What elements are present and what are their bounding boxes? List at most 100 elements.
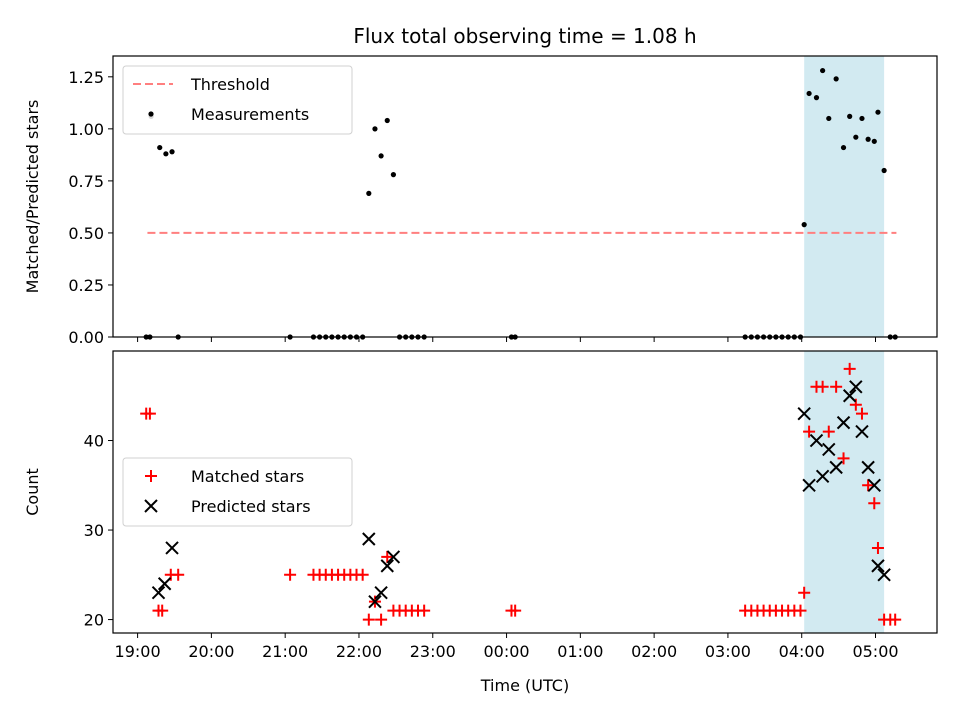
data-point	[803, 425, 816, 438]
data-point	[861, 460, 875, 475]
x-tick-label: 01:00	[557, 642, 603, 661]
data-point	[816, 380, 829, 393]
x-tick-label: 04:00	[779, 642, 825, 661]
data-point	[847, 113, 853, 119]
data-point	[862, 479, 875, 492]
data-point	[801, 222, 807, 228]
data-point	[865, 136, 871, 142]
data-point	[871, 138, 877, 144]
y-tick-label: 1.25	[68, 68, 104, 87]
data-point	[163, 151, 169, 157]
data-point	[868, 497, 881, 510]
data-point	[157, 577, 172, 591]
legend-label: Predicted stars	[191, 497, 311, 516]
legend-symbol	[144, 499, 158, 513]
data-point	[284, 568, 297, 581]
data-point	[842, 389, 857, 403]
data-point	[372, 126, 378, 132]
data-point	[820, 67, 826, 74]
legend-label: Measurements	[191, 105, 309, 124]
data-point	[374, 586, 388, 600]
data-point	[849, 380, 863, 394]
x-tick-label: 19:00	[115, 642, 161, 661]
data-point	[871, 541, 884, 554]
legend: Matched stars Predicted stars	[122, 457, 353, 527]
data-point	[871, 559, 885, 573]
data-point	[867, 478, 881, 492]
data-point	[843, 362, 856, 375]
data-point	[151, 586, 166, 600]
data-point	[172, 568, 185, 581]
chart-title: Flux total observing time = 1.08 h	[353, 24, 696, 48]
y-axis-label: Count	[23, 468, 42, 516]
x-tick-label: 05:00	[852, 642, 898, 661]
data-point	[386, 550, 401, 564]
observing-span	[804, 56, 885, 337]
data-point	[822, 425, 835, 438]
data-point	[815, 469, 830, 484]
data-point	[794, 604, 807, 617]
data-point	[830, 380, 843, 393]
data-point	[813, 95, 820, 101]
data-point	[366, 190, 372, 196]
axes-frame	[112, 350, 938, 634]
data-point	[165, 541, 179, 555]
x-tick-label: 21:00	[262, 642, 308, 661]
legend-label: Threshold	[190, 75, 270, 94]
data-point	[362, 613, 375, 626]
data-point	[169, 149, 175, 155]
data-point	[380, 559, 394, 573]
data-point	[859, 115, 865, 122]
data-point	[384, 117, 390, 124]
y-axis-label: Matched/Predicted stars	[23, 100, 42, 294]
data-point	[809, 433, 824, 448]
y-tick-label: 0.50	[68, 224, 104, 243]
data-point	[877, 568, 891, 582]
data-point	[829, 460, 843, 475]
data-point	[806, 90, 812, 97]
data-point	[797, 406, 811, 421]
y-tick-label: 0.00	[68, 328, 104, 347]
data-point	[855, 424, 869, 439]
top-panel: 0.00 0.25 0.50 0.75 1.00 1.25 Matched/Predicte…	[23, 55, 938, 347]
y-tick-label: 20	[84, 611, 104, 630]
x-tick-label: 20:00	[188, 642, 234, 661]
data-point	[156, 604, 169, 617]
y-tick-label: 1.00	[68, 120, 104, 139]
y-tick-label: 0.25	[68, 276, 104, 295]
data-point	[378, 153, 384, 159]
x-tick-label: 23:00	[410, 642, 456, 661]
data-point	[853, 134, 859, 140]
x-tick-label: 03:00	[705, 642, 751, 661]
data-point	[889, 613, 902, 626]
axes-frame	[112, 55, 938, 338]
data-point	[833, 76, 839, 82]
data-point	[143, 407, 156, 420]
data-point	[837, 452, 850, 465]
x-tick-label: 22:00	[336, 642, 382, 661]
data-point	[509, 604, 522, 617]
x-axis-label: Time (UTC)	[480, 676, 569, 695]
legend-label: Matched stars	[191, 467, 304, 486]
x-tick-label: 02:00	[631, 642, 677, 661]
data-point	[855, 407, 868, 420]
data-point	[822, 442, 836, 457]
data-point	[157, 144, 163, 151]
bottom-panel: 20 30 40 19:00 20:00 21:00 22:00 23:00 00:00 01:0…	[23, 350, 938, 661]
data-point	[875, 109, 881, 115]
data-point	[381, 550, 394, 563]
data-point	[390, 172, 397, 178]
data-point	[802, 478, 816, 492]
legend-symbol	[145, 470, 157, 482]
data-point	[356, 568, 369, 581]
y-tick-label: 0.75	[68, 172, 104, 191]
data-point	[881, 167, 887, 174]
data-point	[418, 604, 431, 617]
data-point	[375, 613, 388, 626]
y-tick-label: 30	[84, 521, 104, 540]
data-point	[368, 594, 382, 609]
legend: Threshold Measurements	[122, 65, 353, 135]
data-point	[840, 144, 847, 151]
x-tick-label: 00:00	[483, 642, 529, 661]
